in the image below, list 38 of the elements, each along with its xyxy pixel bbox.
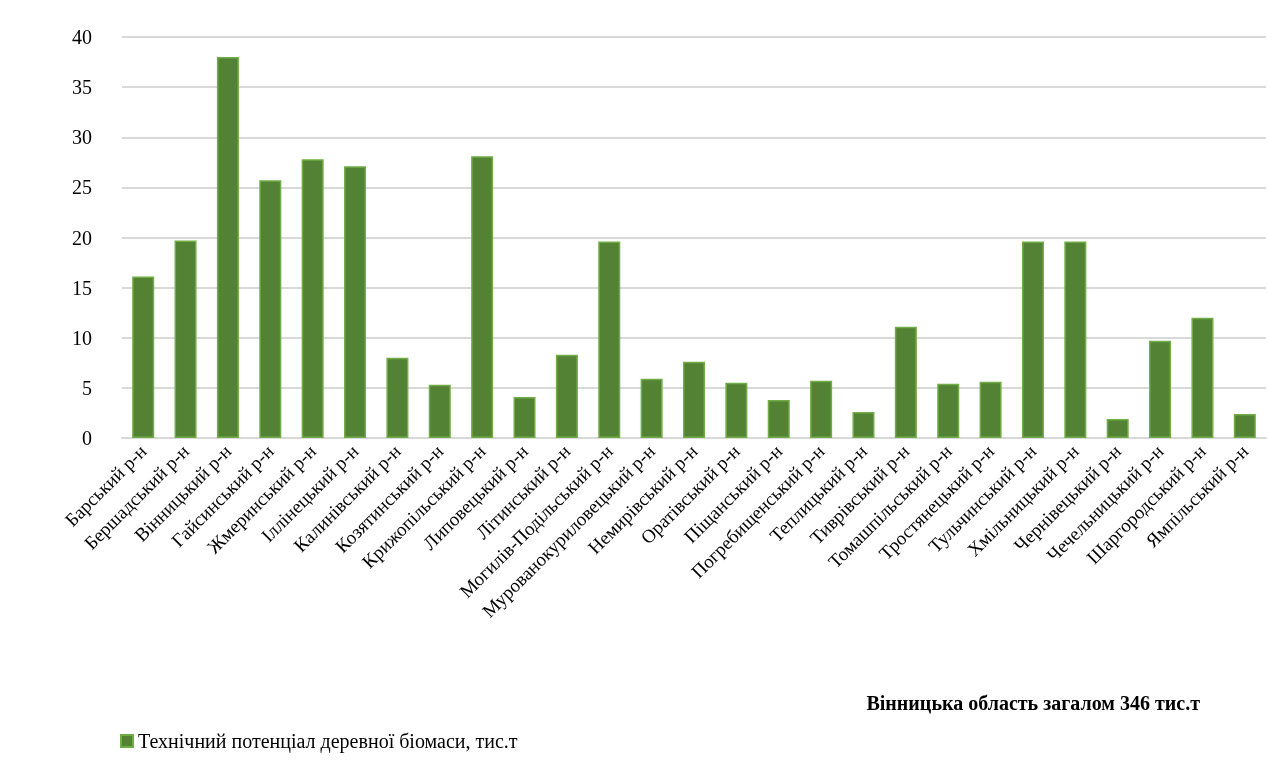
bar [216, 57, 239, 438]
bar [1191, 317, 1214, 438]
y-tick-label: 20 [72, 226, 92, 249]
bar [174, 240, 197, 438]
bar [1064, 241, 1087, 438]
bar [1021, 241, 1044, 438]
bar [513, 396, 536, 438]
y-tick-label: 25 [72, 176, 92, 199]
y-tick-label: 0 [82, 427, 92, 449]
y-tick-label: 10 [72, 326, 92, 349]
legend-label: Технічний потенціал деревної біомаси, тис.т [138, 730, 518, 753]
bar [301, 159, 324, 438]
bar [937, 383, 960, 438]
bar [979, 381, 1002, 438]
bar [1233, 413, 1256, 438]
y-tick-label: 15 [72, 276, 92, 299]
bar [344, 166, 367, 438]
bar [471, 156, 494, 438]
bar [682, 361, 706, 438]
bar [555, 354, 578, 438]
bar [767, 399, 790, 438]
bar [132, 276, 155, 438]
bar [810, 380, 833, 438]
y-tick-label: 40 [72, 26, 92, 48]
y-tick-label: 5 [82, 376, 92, 399]
bar [640, 378, 663, 438]
bar [852, 411, 875, 438]
bar [259, 180, 282, 438]
bar [428, 384, 451, 438]
y-tick-label: 30 [72, 126, 92, 149]
bar [894, 326, 917, 438]
bar [725, 382, 748, 438]
text: Вінницька область загалом 346 тис.т [866, 692, 1201, 714]
bar [386, 357, 409, 438]
bar [598, 241, 621, 438]
bar [1149, 340, 1172, 438]
bar [1106, 418, 1129, 438]
y-tick-label: 35 [72, 76, 92, 99]
